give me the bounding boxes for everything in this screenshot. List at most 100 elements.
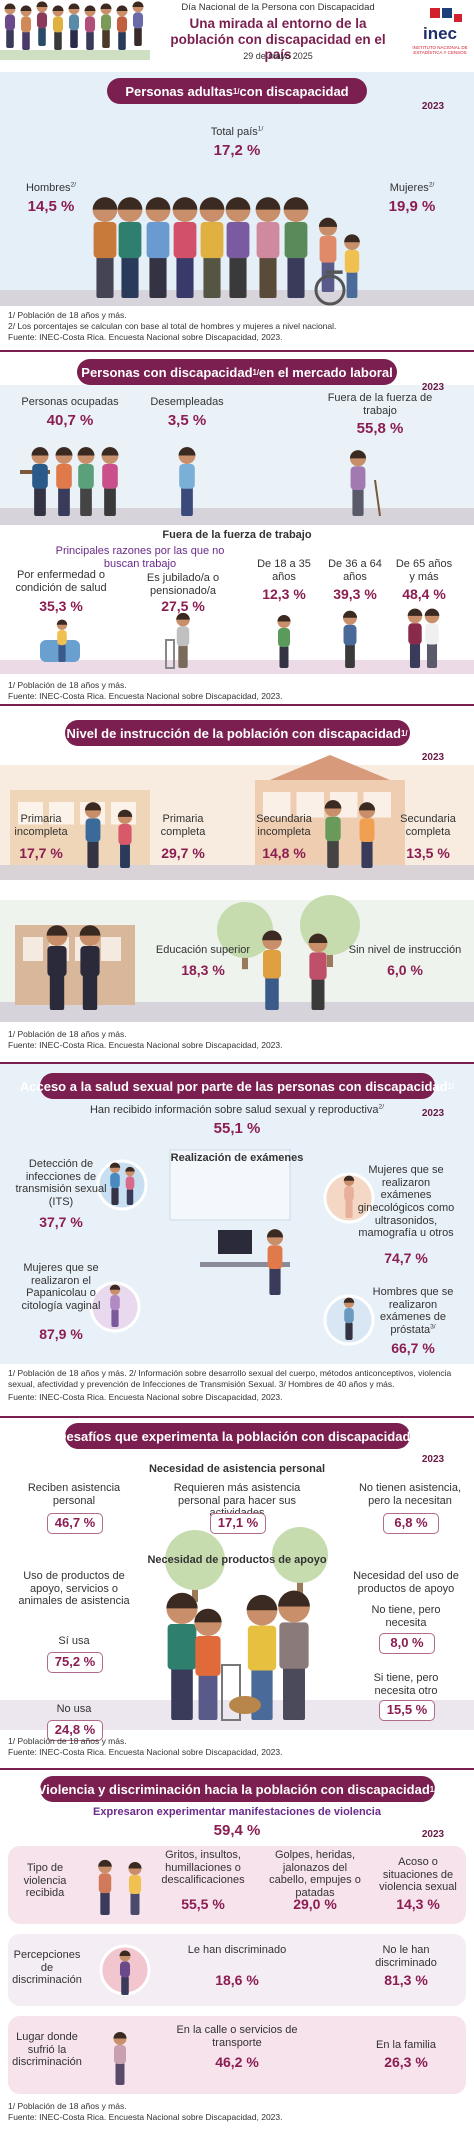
subheading: Realización de exámenes xyxy=(170,1152,304,1164)
footnote-mark: 1/ xyxy=(447,1081,455,1091)
figure-legs xyxy=(269,1267,281,1295)
footnote: Fuente: INEC-Costa Rica. Encuesta Nacion… xyxy=(8,2112,283,2122)
subheading: Expresaron experimentar manifestaciones … xyxy=(93,1806,381,1818)
figure-hair xyxy=(117,197,143,210)
figure-hair xyxy=(109,1284,121,1290)
figure-legs xyxy=(265,976,279,1010)
figure-legs xyxy=(203,255,221,298)
figure-legs xyxy=(54,31,62,50)
figure-body xyxy=(408,623,422,645)
figure-hair xyxy=(56,619,68,625)
figure-hair xyxy=(77,447,95,456)
building-window xyxy=(296,792,324,818)
figure-legs xyxy=(87,840,99,868)
figure-body xyxy=(93,222,117,259)
figure-legs xyxy=(361,840,373,868)
label: Hombres2/ xyxy=(25,181,77,194)
window xyxy=(169,1149,291,1221)
label: Secundaria incompleta xyxy=(256,813,312,838)
section-title: Desafíos que experimenta la población co… xyxy=(57,1423,417,1449)
footnote: Fuente: INEC-Costa Rica. Encuesta Nacion… xyxy=(8,691,283,701)
figure-body xyxy=(84,16,96,33)
section-title-text: Personas adultas xyxy=(125,83,234,99)
percentage-box: 17,1 % xyxy=(210,1513,266,1534)
figure-hair xyxy=(266,1229,284,1238)
label: Necesidad del uso de productos de apoyo xyxy=(353,1570,459,1595)
wheelchair-frame xyxy=(325,270,343,274)
figure-hair xyxy=(343,1175,355,1181)
kicker: Día Nacional de la Persona con Discapaci… xyxy=(181,2,375,13)
figure-body xyxy=(32,464,48,489)
label: Acoso o situaciones de violencia sexual xyxy=(379,1856,457,1894)
figure-legs xyxy=(49,974,65,1010)
subheading: Fuera de la fuerza de trabajo xyxy=(162,529,312,541)
row-background xyxy=(8,1846,466,1924)
percentage: 26,3 % xyxy=(384,2054,428,2070)
figure-hair xyxy=(277,615,291,622)
walker xyxy=(221,1664,241,1721)
footnote: 1/ Población de 18 años y más. xyxy=(8,1029,127,1039)
section-title-text: Acceso a la salud sexual por parte de la… xyxy=(19,1078,448,1094)
label: Tipo de violencia recibida xyxy=(23,1862,67,1900)
percentage: 18,6 % xyxy=(215,1972,259,1988)
label: Golpes, heridas, jalonazos del cabello, … xyxy=(269,1849,361,1899)
percentage: 19,9 % xyxy=(388,198,436,215)
figure-legs xyxy=(130,1892,140,1915)
figure-legs xyxy=(126,1188,134,1205)
figure-body xyxy=(47,946,67,977)
figure-legs xyxy=(352,488,364,516)
figure-legs xyxy=(6,29,14,48)
floor-band xyxy=(0,660,474,674)
label: De 18 a 35 años xyxy=(257,558,311,583)
figure-hair xyxy=(109,1162,121,1168)
divider xyxy=(0,1768,474,1770)
percentage: 29,0 % xyxy=(293,1896,337,1912)
figure-body xyxy=(80,946,100,977)
percentage: 35,3 % xyxy=(39,598,83,614)
section-title: Personas con discapacidad 1/ en el mercad… xyxy=(77,359,397,385)
figure-legs xyxy=(259,255,277,298)
figure-body xyxy=(110,1173,120,1189)
roof xyxy=(270,755,390,780)
label: Lugar donde sufrió la discriminación xyxy=(12,2031,82,2069)
figure-legs xyxy=(121,255,139,298)
row-background xyxy=(8,2016,466,2094)
figure-hair xyxy=(225,197,251,210)
footnote: 1/ Población de 18 años y más. 2/ Inform… xyxy=(8,1368,452,1389)
row-background xyxy=(8,1934,466,2006)
figure-hair xyxy=(100,3,112,9)
percentage: 14,5 % xyxy=(27,198,75,215)
figure-hair xyxy=(20,5,32,11)
figure-legs xyxy=(38,27,46,46)
figure-body xyxy=(36,12,48,29)
building-window xyxy=(18,802,43,825)
figure-hair xyxy=(246,1594,278,1611)
label: Hombres que se realizaron exámenes de pr… xyxy=(372,1286,454,1336)
figure-legs xyxy=(311,977,325,1010)
figure-legs xyxy=(118,31,126,50)
section-title-text: Violencia y discriminación hacia la pobl… xyxy=(37,1781,430,1797)
footnote: Fuente: INEC-Costa Rica. Encuesta Nacion… xyxy=(8,332,283,342)
figure-body xyxy=(256,222,280,259)
figure-body xyxy=(176,626,190,647)
figure-body xyxy=(263,950,281,979)
figure-body xyxy=(344,1308,354,1324)
label: Mujeres que se realizaron exámenes ginec… xyxy=(357,1164,455,1240)
figure-hair xyxy=(324,800,342,809)
figure-legs xyxy=(345,1200,353,1218)
percentage: 48,4 % xyxy=(402,586,446,602)
footnote: 2/ Los porcentajes se calculan con base … xyxy=(8,321,337,331)
footnote-mark: 1/ xyxy=(410,1431,417,1441)
figure-hair xyxy=(176,612,190,620)
figure-legs xyxy=(104,486,116,516)
figure-body xyxy=(179,464,195,489)
figure-body xyxy=(319,236,337,263)
percentage: 14,8 % xyxy=(262,845,306,861)
figure-legs xyxy=(176,255,194,298)
percentage: 6,0 % xyxy=(387,962,423,978)
tree-crown xyxy=(165,1530,225,1590)
building-window xyxy=(263,792,291,818)
section-title-text: Nivel de instrucción de la población con… xyxy=(66,725,401,741)
figure-body xyxy=(226,222,250,259)
figure-body xyxy=(173,222,197,259)
